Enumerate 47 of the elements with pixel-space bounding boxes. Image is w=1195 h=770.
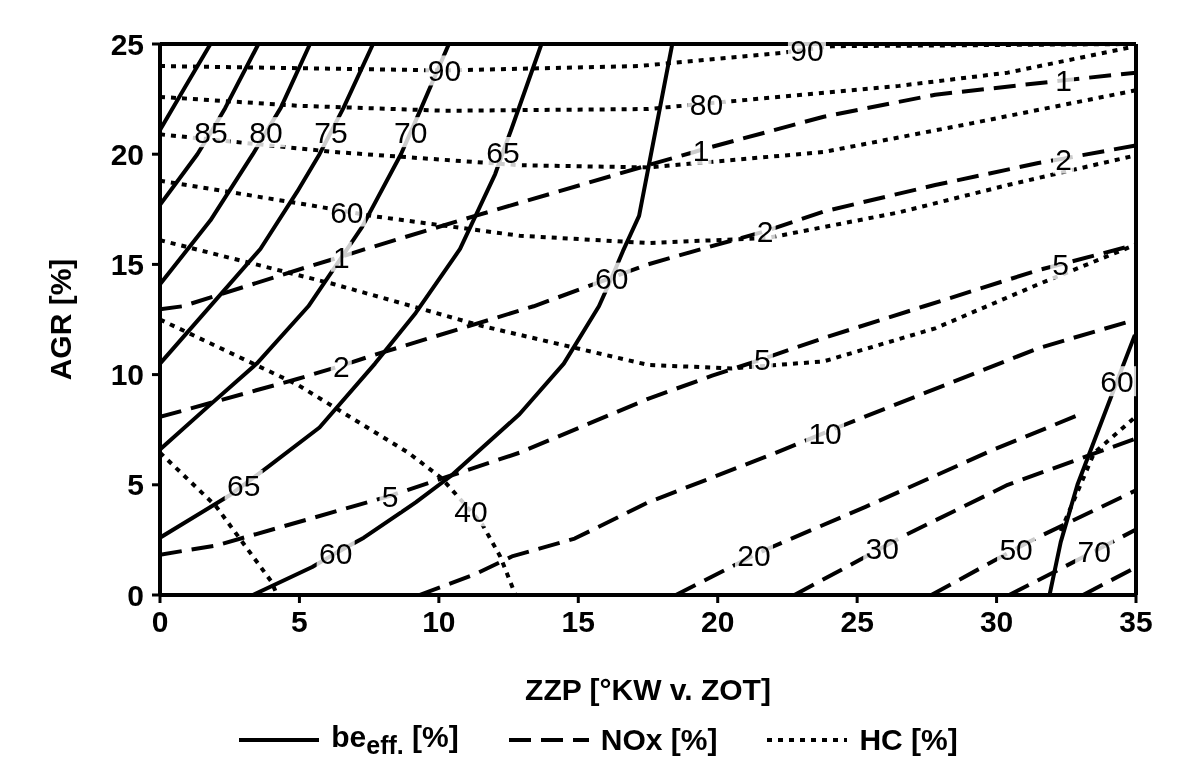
- annotation: 30: [865, 531, 899, 565]
- y-tick-label: 0: [127, 578, 144, 612]
- annotation: 2: [756, 214, 774, 248]
- annotation: 70: [1077, 534, 1111, 568]
- annotation: 5: [753, 342, 771, 376]
- y-tick-label: 15: [110, 248, 144, 282]
- y-tick-label: 10: [110, 358, 144, 392]
- annotation: 70: [394, 115, 428, 149]
- x-tick-label: 10: [422, 605, 456, 639]
- y-tick-label: 5: [127, 468, 144, 502]
- annotation: 1: [332, 240, 350, 274]
- annotation: 60: [318, 536, 353, 570]
- annotation: 65: [226, 468, 261, 502]
- annotation: 60: [595, 261, 629, 295]
- annotation: 80: [689, 87, 724, 121]
- annotation: 50: [999, 532, 1033, 566]
- y-tick-label: 20: [110, 137, 144, 171]
- x-axis-title: ZZP [°KW v. ZOT]: [525, 673, 771, 706]
- annotation: 2: [1055, 142, 1072, 176]
- annotation: 85: [194, 115, 228, 149]
- annotation: 2: [332, 349, 350, 383]
- annotation: 65: [486, 135, 520, 169]
- x-tick-label: 20: [701, 605, 735, 639]
- annotation: 80: [249, 115, 283, 149]
- annotation: 60: [1100, 364, 1134, 398]
- x-tick-label: 30: [979, 605, 1014, 639]
- annotation: 5: [1052, 247, 1070, 281]
- annotation: 20: [737, 538, 771, 572]
- annotation: 90: [427, 53, 462, 87]
- annotation: 75: [314, 115, 348, 149]
- x-tick-label: 15: [561, 605, 595, 639]
- x-tick-label: 25: [840, 605, 874, 639]
- y-axis-title: AGR [%]: [43, 258, 77, 381]
- x-tick-label: 35: [1119, 605, 1153, 639]
- annotation: 90: [790, 33, 824, 67]
- legend-label: NOx [%]: [600, 723, 718, 757]
- annotation: 40: [454, 494, 488, 528]
- annotation: 5: [381, 479, 399, 513]
- legend-label: HC [%]: [859, 723, 958, 757]
- annotation: 1: [692, 133, 710, 167]
- x-tick-label: 5: [291, 605, 308, 639]
- x-tick-label: 0: [151, 605, 169, 639]
- annotation: 10: [808, 416, 842, 450]
- annotation: 60: [330, 195, 364, 228]
- y-tick-label: 25: [110, 27, 144, 61]
- legend-label: be$_{eff.}$ [%]: [331, 720, 459, 760]
- annotation: 1: [1055, 63, 1072, 97]
